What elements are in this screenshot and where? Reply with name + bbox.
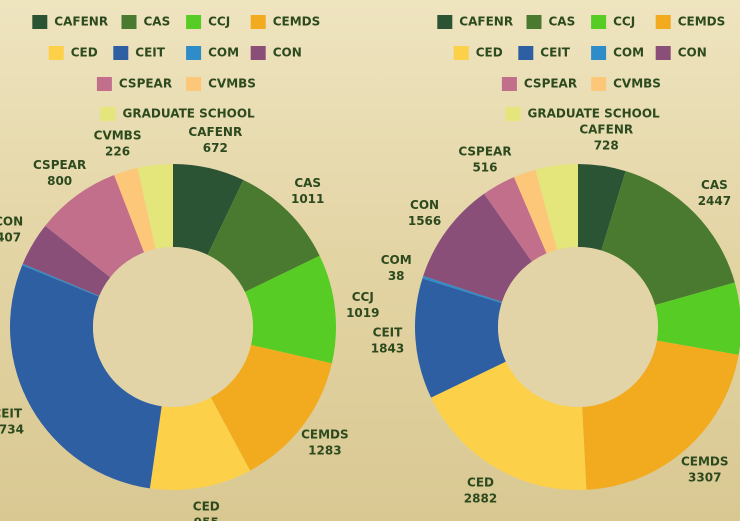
dashboard: CAFENR CAS CCJ CEMDS CED CEIT COM CON CSPEAR CVMB… xyxy=(0,0,740,521)
legend-swatch xyxy=(518,46,533,60)
legend-label: CVMBS xyxy=(208,77,256,91)
donut-hole xyxy=(498,247,658,407)
legend-label: CSPEAR xyxy=(119,77,172,91)
legend-label: CED xyxy=(71,46,98,60)
legend-label: CAS xyxy=(144,15,171,29)
slice-category: CAFENR xyxy=(579,123,633,137)
legend-swatch xyxy=(97,77,112,91)
legend-swatch xyxy=(251,15,266,29)
slice-category: CSPEAR xyxy=(458,145,511,159)
legend-label: CSPEAR xyxy=(524,77,577,91)
legend-swatch xyxy=(591,15,606,29)
slice-value: 226 xyxy=(105,145,130,159)
slice-value: 516 xyxy=(472,161,497,175)
legend-swatch xyxy=(656,46,671,60)
slice-value: 2734 xyxy=(0,422,24,436)
slice-category: CEIT xyxy=(0,406,23,420)
legend-swatch xyxy=(591,77,606,91)
legend-label: CEMDS xyxy=(273,15,321,29)
legend-swatch xyxy=(437,15,452,29)
slice-value: 1019 xyxy=(346,306,379,320)
slice-value: 3307 xyxy=(688,470,721,484)
slice-value: 1011 xyxy=(291,192,324,206)
legend-label: CEIT xyxy=(135,46,165,60)
slice-category: CAS xyxy=(701,178,728,192)
slice-category: CEMDS xyxy=(301,427,349,441)
slice-category: COM xyxy=(381,253,412,267)
legend-label: CCJ xyxy=(208,15,230,29)
legend-label: GRADUATE SCHOOL xyxy=(123,107,256,121)
legend-label: CAFENR xyxy=(459,15,513,29)
legend-label: CEIT xyxy=(540,46,570,60)
legend-label: CON xyxy=(273,46,302,60)
legend-swatch xyxy=(101,107,116,121)
legend-swatch xyxy=(506,107,521,121)
slice-value: 672 xyxy=(203,141,228,155)
legend-swatch xyxy=(527,15,542,29)
legend-swatch xyxy=(502,77,517,91)
legend-swatch xyxy=(113,46,128,60)
slice-value: 1283 xyxy=(308,443,341,457)
legend-label: CCJ xyxy=(613,15,635,29)
slice-category: CON xyxy=(0,214,23,228)
slice-category: CED xyxy=(193,500,220,514)
slice-value: 800 xyxy=(47,174,72,188)
slice-value: 2447 xyxy=(698,194,731,208)
slice-category: CCJ xyxy=(352,290,374,304)
legend-swatch xyxy=(186,46,201,60)
legend-label: GRADUATE SCHOOL xyxy=(528,107,661,121)
legend-label: CAFENR xyxy=(54,15,108,29)
legend-label: CED xyxy=(476,46,503,60)
legend-swatch xyxy=(454,46,469,60)
legend-swatch xyxy=(186,77,201,91)
legend-label: CEMDS xyxy=(678,15,726,29)
legend-swatch xyxy=(251,46,266,60)
legend-swatch xyxy=(32,15,47,29)
legend-swatch xyxy=(49,46,64,60)
slice-value: 1843 xyxy=(371,341,404,355)
legend-label: CAS xyxy=(549,15,576,29)
slice-value: 407 xyxy=(0,230,21,244)
slice-value: 1566 xyxy=(408,214,441,228)
legend-label: COM xyxy=(208,46,239,60)
slice-value: 38 xyxy=(388,269,405,283)
legend-swatch xyxy=(591,46,606,60)
slice-category: CEIT xyxy=(373,325,403,339)
slice-category: CAFENR xyxy=(188,125,242,139)
slice-category: CON xyxy=(410,198,439,212)
legend-label: CVMBS xyxy=(613,77,661,91)
legend-label: COM xyxy=(613,46,644,60)
slice-value: 2882 xyxy=(464,492,497,506)
legend-swatch xyxy=(186,15,201,29)
slice-category: CAS xyxy=(294,176,321,190)
donut-hole xyxy=(93,247,253,407)
legend-swatch xyxy=(122,15,137,29)
legend-label: CON xyxy=(678,46,707,60)
slice-category: CVMBS xyxy=(94,129,142,143)
slice-category: CED xyxy=(467,476,494,490)
slice-category: CSPEAR xyxy=(33,158,86,172)
slice-category: CEMDS xyxy=(681,454,729,468)
slice-value: 955 xyxy=(194,516,219,521)
slice-value: 728 xyxy=(594,139,619,153)
legend-swatch xyxy=(656,15,671,29)
